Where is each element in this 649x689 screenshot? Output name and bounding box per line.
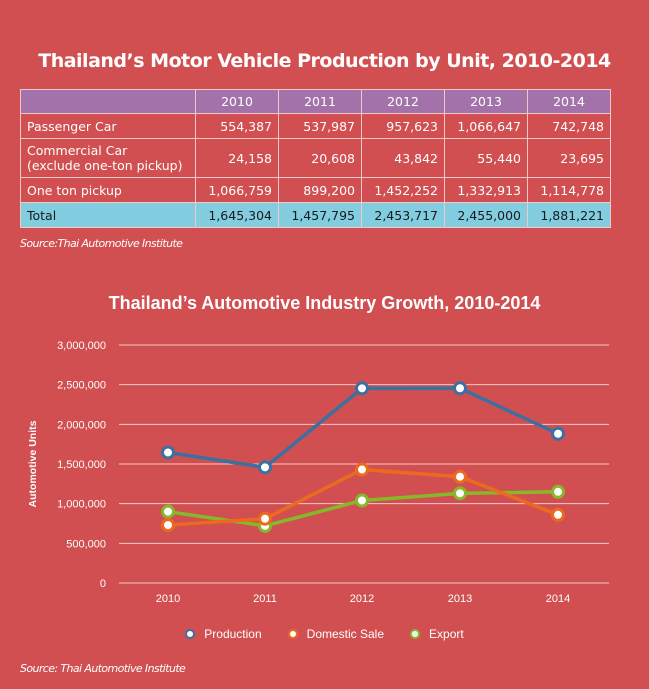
data-point-export [161,504,175,519]
table-row-total: Total 1,645,304 1,457,795 2,453,717 2,45… [20,202,611,228]
col-header: 2014 [527,89,611,114]
domestic-sale-marker-icon [287,629,298,639]
legend-item-production: Production [185,627,262,641]
x-tick-label: 2011 [253,593,277,605]
row-label: One ton pickup [20,177,196,203]
cell: 1,881,221 [527,202,611,228]
row-label: Passenger Car [20,113,196,139]
cell: 742,748 [527,113,611,139]
legend-item-domestic-sale: Domestic Sale [287,627,385,641]
col-header: 2013 [444,89,528,114]
data-point-production [453,381,467,396]
cell: 43,842 [361,138,445,178]
production-marker-icon [185,629,196,639]
cell: 2,455,000 [444,202,528,228]
data-point-production [551,426,565,441]
table-title: Thailand’s Motor Vehicle Production by U… [38,50,611,72]
row-label: Commercial Car (exclude one-ton pickup) [20,138,196,178]
table-source: Source:Thai Automotive Institute [20,237,183,250]
legend-label: Export [429,627,464,641]
cell: 1,066,647 [444,113,528,139]
production-table: 2010 2011 2012 2013 2014 Passenger Car 5… [20,89,611,228]
table-row: One ton pickup 1,066,759 899,200 1,452,2… [20,177,611,203]
y-axis-label: Automotive Units [27,420,39,507]
cell: 55,440 [444,138,528,178]
series-line-production [167,386,559,470]
y-tick-label: 2,000,000 [57,419,106,431]
data-point-export [453,486,467,501]
row-label-line2: (exclude one-ton pickup) [27,158,183,173]
cell: 24,158 [195,138,279,178]
x-tick-label: 2013 [448,593,472,605]
cell: 537,987 [278,113,362,139]
chart-title: Thailand’s Automotive Industry Growth, 2… [108,293,541,313]
data-point-production [258,460,272,475]
export-marker-icon [410,629,421,639]
y-tick-label: 1,000,000 [57,499,106,511]
x-tick-label: 2010 [156,593,180,605]
table-row: Passenger Car 554,387 537,987 957,623 1,… [20,113,611,139]
legend-label: Domestic Sale [306,627,385,641]
cell: 1,457,795 [278,202,362,228]
data-point-domestic-sale [551,507,565,522]
table-row: Commercial Car (exclude one-ton pickup) 2… [20,138,611,178]
legend-item-export: Export [410,627,464,641]
table-header-row: 2010 2011 2012 2013 2014 [20,89,611,114]
chart-legend: Production Domestic Sale Export [0,627,649,641]
chart-source: Source: Thai Automotive Institute [20,662,186,675]
cell: 1,452,252 [361,177,445,203]
cell: 554,387 [195,113,279,139]
row-label: Total [20,202,196,228]
y-tick-label: 3,000,000 [57,340,106,352]
row-label-line1: Commercial Car [27,143,128,158]
y-tick-label: 2,500,000 [57,380,106,392]
x-tick-label: 2012 [350,593,374,605]
cell: 1,645,304 [195,202,279,228]
y-tick-label: 0 [100,578,106,590]
data-point-export [551,484,565,499]
cell: 2,453,717 [361,202,445,228]
x-tick-label: 2014 [546,593,570,605]
data-point-export [355,493,369,508]
data-point-domestic-sale [453,469,467,484]
data-point-domestic-sale [258,511,272,526]
y-tick-label: 500,000 [66,538,106,550]
y-tick-label: 1,500,000 [57,459,106,471]
data-point-domestic-sale [161,518,175,533]
legend-label: Production [204,627,262,641]
data-point-production [355,381,369,396]
data-point-production [161,445,175,460]
data-point-domestic-sale [355,462,369,477]
